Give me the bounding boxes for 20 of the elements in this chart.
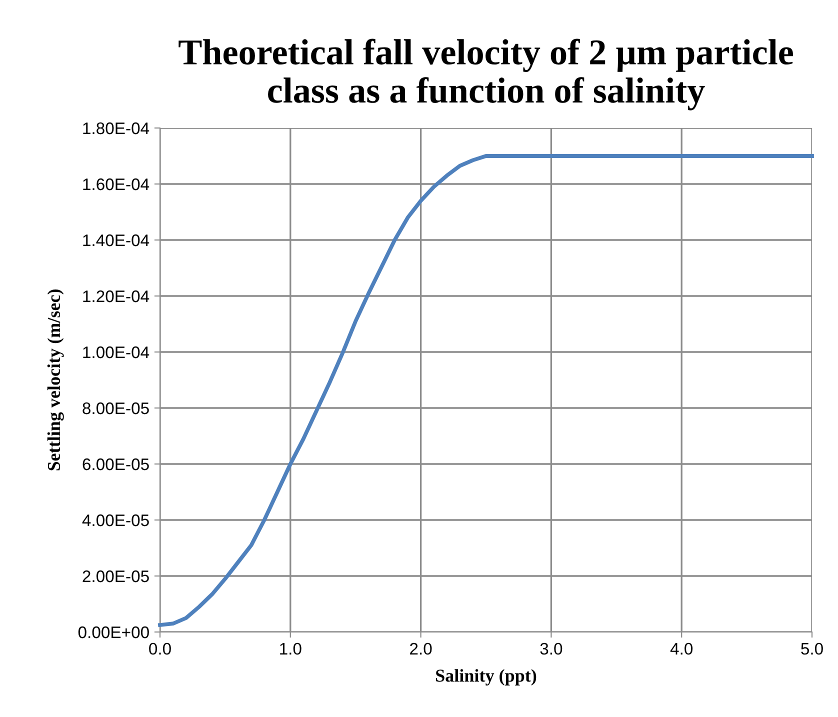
- chart-title: Theoretical fall velocity of 2 µm particle class as a function of salinity: [178, 38, 793, 110]
- x-tick-label: 0.0: [149, 642, 171, 655]
- y-tick-label: 4.00E-05: [82, 514, 149, 526]
- x-tick-label: 4.0: [670, 642, 693, 655]
- y-tick-label: 1.20E-04: [83, 290, 150, 302]
- y-tick-label: 1.40E-04: [83, 234, 150, 246]
- x-axis-title: Salinity (ppt): [436, 669, 536, 686]
- y-tick-label: 8.00E-05: [82, 402, 149, 414]
- x-tick-label: 1.0: [280, 642, 302, 655]
- y-tick-label: 6.00E-05: [82, 458, 149, 470]
- y-axis-title: Settling velocity (m/sec): [47, 290, 64, 470]
- x-tick-label: 3.0: [540, 642, 562, 655]
- x-tick-label: 5.0: [801, 642, 823, 655]
- y-tick-label: 1.00E-04: [83, 346, 150, 358]
- y-tick-label: 0.00E+00: [78, 626, 149, 638]
- y-tick-label: 1.60E-04: [83, 178, 150, 190]
- x-tick-label: 2.0: [410, 642, 432, 655]
- y-tick-label: 2.00E-05: [82, 570, 149, 582]
- line-series: [158, 154, 814, 627]
- y-tick-label: 1.80E-04: [83, 122, 150, 134]
